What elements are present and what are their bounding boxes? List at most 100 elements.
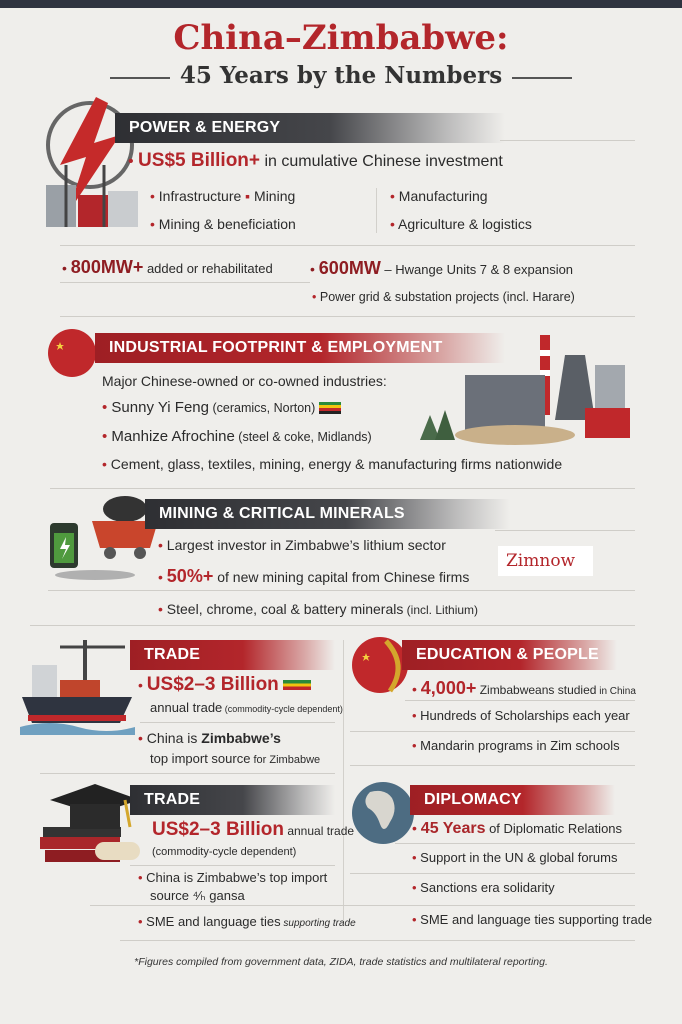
diplomacy-text: Support in the UN & global forums: [420, 850, 618, 865]
trade1-small: (commodity-cycle dependent): [222, 704, 343, 714]
factory-illustration-icon: [420, 335, 630, 445]
divider: [48, 590, 635, 591]
trade2-item: SME and language ties supporting trade: [138, 914, 356, 929]
divider: [60, 245, 635, 246]
industry-item: Manhize Afrochine (steel & coke, Midland…: [102, 428, 372, 445]
title-line2: 45 Years by the Numbers: [179, 62, 503, 89]
trade2-heading: TRADE: [130, 785, 335, 815]
trade1-line3: China is Zimbabwe’s: [138, 730, 281, 746]
power-item: Infrastructure ▪ Mining: [150, 188, 295, 204]
education-value: 4,000+: [420, 678, 477, 698]
mining-item: Largest investor in Zimbabwe’s lithium s…: [158, 537, 446, 553]
mining-item-text: Largest investor in Zimbabwe’s lithium s…: [166, 537, 446, 553]
trade2-small: supporting trade: [280, 918, 356, 929]
mining-item-text: Steel, chrome, coal & battery minerals: [166, 601, 404, 617]
globe-icon: [352, 782, 414, 844]
trade1-line2: annual trade (commodity-cycle dependent): [150, 700, 343, 715]
trade2-line2: (commodity-cycle dependent): [152, 846, 297, 858]
power-item-text: Agriculture & logistics: [398, 216, 532, 232]
divider: [350, 873, 635, 874]
trade2-item: China is Zimbabwe’s top import: [138, 870, 327, 885]
power-grid-text: Power grid & substation projects (incl. …: [319, 290, 575, 304]
education-heading: EDUCATION & PEOPLE: [402, 640, 617, 670]
divider: [120, 940, 635, 941]
industry-name: Sunny Yi Feng: [111, 399, 209, 416]
power-item-text: Manufacturing: [398, 188, 488, 204]
power-mw1: • 800MW+ added or rehabilitated: [62, 257, 273, 277]
mining-item-small: (incl. Lithium): [403, 603, 479, 617]
education-item: • 4,000+ Zimbabweans studied in China: [412, 678, 636, 698]
trade2-value: US$2–3 Billion annual trade: [152, 819, 354, 841]
industry-name: Manhize Afrochine: [111, 428, 235, 445]
trade1-value: • US$2–3 Billion: [138, 674, 311, 696]
divider: [350, 731, 635, 732]
mw2-value: 600MW: [318, 258, 381, 278]
divider: [512, 77, 572, 79]
china-flag-globe-icon: [48, 329, 96, 377]
divider: [110, 77, 170, 79]
diplomacy-text: of Diplomatic Relations: [485, 821, 623, 836]
diplomacy-text: Sanctions era solidarity: [420, 880, 555, 895]
divider: [495, 530, 635, 531]
power-item-text: Mining & beneficiation: [158, 216, 296, 232]
education-text: Mandarin programs in Zim schools: [420, 738, 620, 753]
mw1-value: 800MW+: [70, 257, 144, 277]
diplomacy-item: Sanctions era solidarity: [412, 880, 555, 895]
diplomacy-item: • 45 Years of Diplomatic Relations: [412, 820, 623, 837]
battery-mine-cart-icon: [50, 496, 158, 580]
zimbabwe-flag-icon: [319, 402, 342, 415]
trade1-value-text: US$2–3 Billion: [146, 674, 279, 695]
industry-intro: Major Chinese-owned or co-owned industri…: [102, 373, 387, 389]
mining-value: 50%+: [166, 566, 214, 586]
lightning-power-plant-icon: [46, 97, 138, 227]
mining-item: Steel, chrome, coal & battery minerals (…: [158, 601, 478, 617]
zimnow-logo: Zimnow: [498, 546, 593, 576]
power-lead-text: in cumulative Chinese investment: [260, 153, 503, 170]
power-lead-value: US$5 Billion+: [138, 150, 260, 171]
title-line1: China–Zimbabwe:: [173, 18, 509, 58]
power-heading: POWER & ENERGY: [115, 113, 505, 143]
top-bar: [0, 0, 682, 8]
mining-item: • 50%+ of new mining capital from Chines…: [158, 566, 470, 586]
industry-detail: (ceramics, Norton): [209, 401, 316, 415]
trade2-text: China is Zimbabwe’s top import: [146, 870, 328, 885]
mining-heading: MINING & CRITICAL MINERALS: [145, 499, 510, 529]
education-small: in China: [596, 686, 636, 697]
divider: [405, 700, 635, 701]
power-item: Manufacturing: [390, 188, 488, 204]
divider: [130, 865, 335, 866]
divider: [30, 625, 635, 626]
diplomacy-item: Support in the UN & global forums: [412, 850, 617, 865]
trade2-text: annual trade: [284, 824, 355, 838]
divider: [140, 722, 335, 723]
cargo-ship-icon: [20, 640, 135, 735]
diplomacy-heading: DIPLOMACY: [410, 785, 615, 815]
divider: [350, 765, 635, 766]
power-mw2: • 600MW – Hwange Units 7 & 8 expansion: [310, 258, 574, 278]
divider: [60, 282, 310, 283]
trade2-value-text: US$2–3 Billion: [152, 819, 284, 840]
divider: [343, 640, 344, 920]
zimbabwe-flag-icon: [282, 680, 311, 690]
trade1-text: China is: [146, 730, 202, 746]
power-item-infrastructure: Infrastructure: [158, 188, 242, 204]
trade1-text: annual trade: [150, 700, 223, 715]
divider: [40, 773, 335, 774]
trade1-bold: Zimbabwe’s: [201, 730, 281, 746]
divider: [395, 843, 635, 844]
diplomacy-text: SME and language ties supporting trade: [420, 912, 653, 927]
education-item: Hundreds of Scholarships each year: [412, 708, 630, 723]
mining-item-text: of new mining capital from Chinese firms: [213, 569, 470, 585]
mw2-text: – Hwange Units 7 & 8 expansion: [380, 262, 574, 277]
china-flag-icon: [352, 637, 408, 693]
education-item: Mandarin programs in Zim schools: [412, 738, 620, 753]
trade1-heading: TRADE: [130, 640, 335, 670]
mw1-text: added or rehabilitated: [143, 261, 273, 276]
footnote: *Figures compiled from government data, …: [134, 956, 548, 968]
divider: [500, 140, 635, 141]
power-lead: • US$5 Billion+ in cumulative Chinese in…: [128, 150, 503, 171]
industry-detail: (steel & coke, Midlands): [234, 430, 372, 444]
industry-item: Cement, glass, textiles, mining, energy …: [102, 456, 562, 472]
power-item-mining: Mining: [254, 188, 296, 204]
education-text: Hundreds of Scholarships each year: [420, 708, 630, 723]
